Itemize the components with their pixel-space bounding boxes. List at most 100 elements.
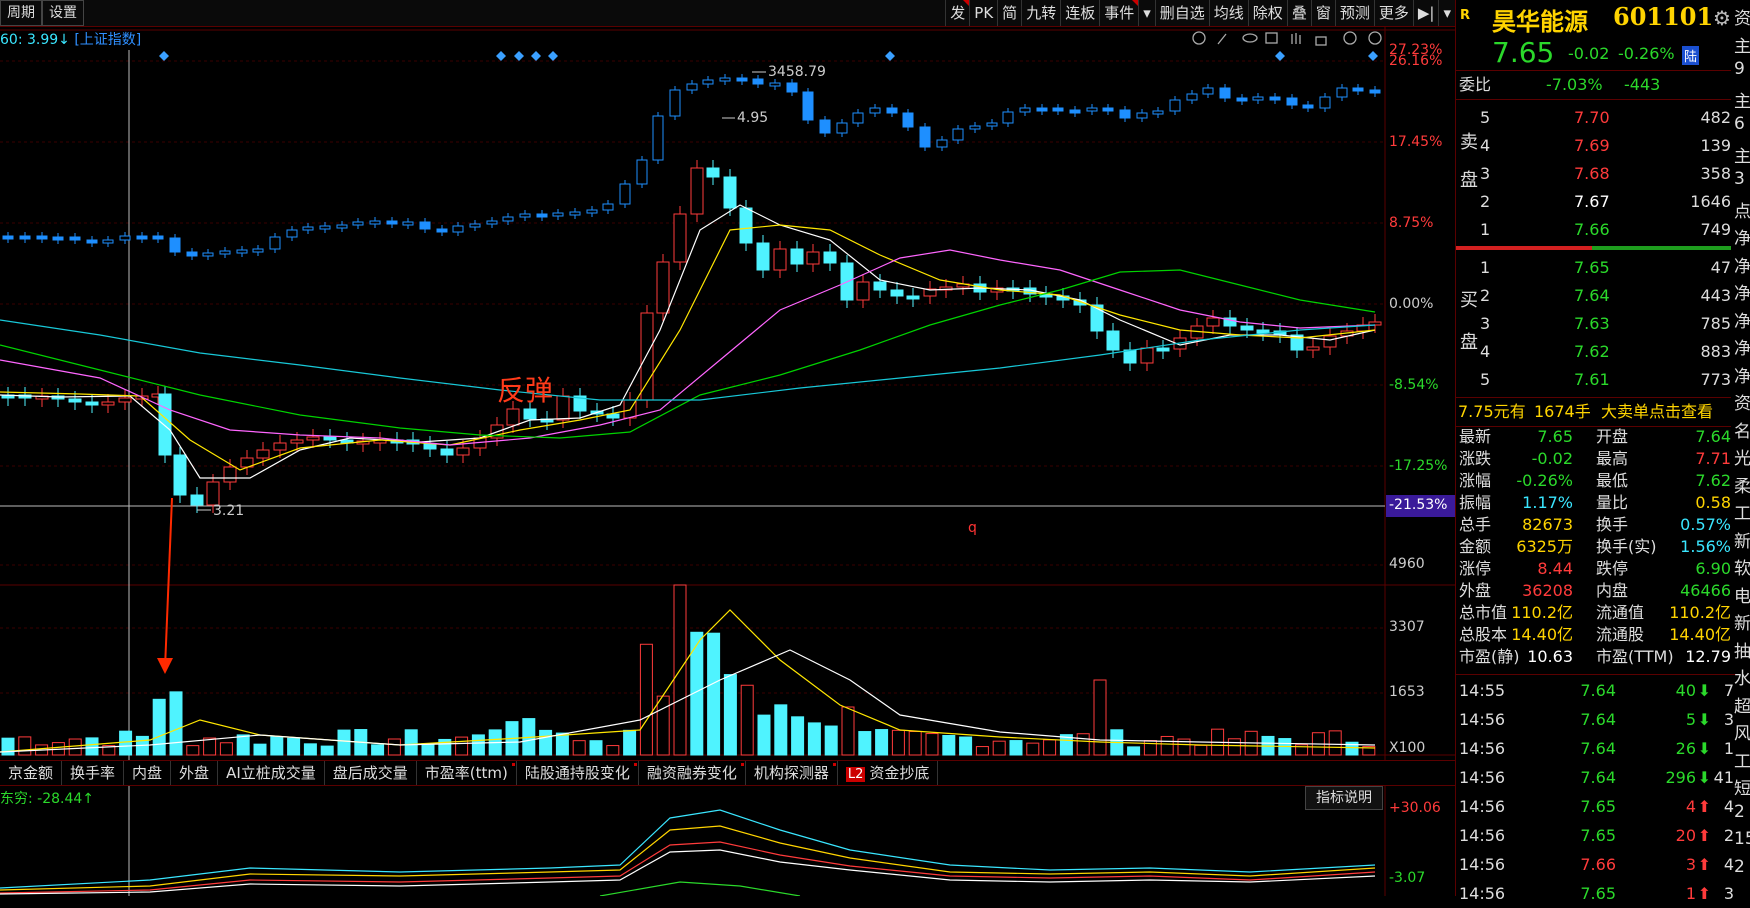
tab-turnover[interactable]: 换手率: [62, 761, 125, 785]
index-candle: [802, 91, 814, 121]
edge-panel-char: 主: [1734, 91, 1750, 112]
volume-bar: [824, 725, 838, 756]
tab-capital-bottom[interactable]: L2 资金抄底: [838, 761, 939, 785]
bid-level[interactable]: 1 7.65 47: [1456, 254, 1731, 282]
index-candle: [536, 213, 548, 218]
bid-level[interactable]: 3 7.63 785: [1456, 310, 1731, 338]
candle: [523, 408, 537, 420]
quote-label: 流通股: [1596, 625, 1645, 644]
bid-level[interactable]: 4 7.62 883: [1456, 338, 1731, 366]
toolbar-pk[interactable]: PK: [969, 0, 997, 26]
ask-level[interactable]: 1 7.66 749: [1456, 216, 1731, 244]
ask-level[interactable]: 2 7.67 1646: [1456, 188, 1731, 216]
moving-average-lines: [0, 204, 1376, 479]
menu-dropdown-icon[interactable]: ▾: [1438, 0, 1455, 26]
index-candle: [686, 83, 698, 91]
event-marker-icon[interactable]: [1275, 51, 1285, 61]
toolbar-ma[interactable]: 均线: [1208, 0, 1248, 26]
event-marker-icon[interactable]: [1368, 51, 1378, 61]
index-candle: [1286, 97, 1298, 106]
tab-institution-detector[interactable]: 机构探测器: [746, 761, 838, 785]
toolbar-jiuzhuan[interactable]: 九转: [1021, 0, 1060, 26]
stock-header: R 昊华能源 601101 ⚙ 7.65 -0.02 -0.26% 陆: [1456, 0, 1736, 70]
toolbar-exright[interactable]: 除权: [1247, 0, 1287, 26]
event-marker-icon[interactable]: [531, 51, 541, 61]
tab-outer[interactable]: 外盘: [171, 761, 219, 785]
toolbar-more[interactable]: 更多: [1373, 0, 1413, 26]
arrow-up-icon: ⬆: [1697, 855, 1711, 874]
volume-ma-white: [0, 649, 1376, 753]
volume-bar: [623, 729, 637, 756]
ask-level[interactable]: 3 7.68 358: [1456, 160, 1731, 188]
settings-tab[interactable]: 设置: [42, 0, 84, 26]
candle: [101, 401, 115, 406]
ma10-line: [0, 224, 1376, 471]
tick-row: 14:56 7.65 4 ⬆ 4: [1456, 793, 1734, 821]
toolbar-remove-watchlist[interactable]: 删自选: [1154, 0, 1209, 26]
quote-value: 12.79: [1685, 647, 1731, 666]
tab-pe-ttm[interactable]: 市盈率(ttm): [417, 761, 517, 785]
tab-ai-volume[interactable]: AI立桩成交量: [218, 761, 325, 785]
toolbar-forecast[interactable]: 预测: [1334, 0, 1374, 26]
candle: [1090, 304, 1104, 332]
volume-bar: [203, 737, 217, 756]
candle: [1368, 321, 1382, 326]
expand-icon[interactable]: ▶|: [1412, 0, 1439, 26]
draw-pen-icon[interactable]: [1217, 33, 1227, 45]
indicator-line-0: [0, 809, 1376, 889]
toolbar-events-dropdown[interactable]: ▾: [1138, 0, 1155, 26]
index-candle: [636, 159, 648, 185]
toolbar-simple[interactable]: 简: [997, 0, 1021, 26]
index-candle: [419, 221, 431, 230]
big-order-link[interactable]: 大卖单点击查看: [1601, 402, 1714, 421]
stock-candles: [1, 160, 1382, 513]
index-candle: [1219, 87, 1231, 99]
edge-panel-char: 2: [1734, 856, 1745, 877]
candlestick-chart[interactable]: 3458.79 4.95 3.21 反弹 q: [0, 26, 1455, 896]
bid-level[interactable]: 5 7.61 773: [1456, 366, 1731, 394]
quote-label: 最高: [1596, 449, 1629, 468]
period-tab[interactable]: 周期: [0, 0, 42, 26]
ask-level[interactable]: 4 7.69 139: [1456, 132, 1731, 160]
hand-icon[interactable]: [1291, 33, 1301, 44]
settings-icon[interactable]: [1192, 31, 1206, 45]
index-candle: [602, 203, 614, 211]
gift-icon[interactable]: [1265, 32, 1278, 44]
candle: [790, 248, 804, 265]
toolbar-window[interactable]: 窗: [1310, 0, 1335, 26]
event-marker-icon[interactable]: [548, 51, 558, 61]
ask-level[interactable]: 5 7.70 482: [1456, 104, 1731, 132]
tab-hk-connect[interactable]: 陆股通持股变化: [517, 761, 639, 785]
indicator-help-button[interactable]: 指标说明: [1305, 786, 1383, 810]
event-marker-icon[interactable]: [159, 51, 169, 61]
index-candle: [252, 248, 264, 253]
volume-bar: [1127, 746, 1141, 756]
tab-margin[interactable]: 融资融券变化: [639, 761, 746, 785]
bid-level[interactable]: 2 7.64 443: [1456, 282, 1731, 310]
toolbar-lianban[interactable]: 连板: [1060, 0, 1099, 26]
event-marker-icon[interactable]: [514, 51, 524, 61]
index-candle: [852, 112, 864, 124]
lock-icon[interactable]: [1315, 36, 1327, 46]
candle: [1123, 349, 1137, 364]
toolbar-overlay[interactable]: 叠: [1286, 0, 1311, 26]
index-link[interactable]: [上证指数]: [74, 32, 142, 48]
big-order-row[interactable]: 7.75元有 1674手 大卖单点击查看: [1456, 397, 1731, 427]
tab-after-hours-volume[interactable]: 盘后成交量: [325, 761, 417, 785]
tab-inner[interactable]: 内盘: [124, 761, 172, 785]
quote-label: 总市值: [1459, 603, 1508, 622]
level-price: 7.65: [1574, 258, 1610, 277]
gear-icon[interactable]: ⚙: [1713, 6, 1731, 30]
volume-bar: [303, 743, 317, 756]
eye-icon[interactable]: [1242, 33, 1258, 43]
index-candle: [2, 235, 14, 240]
toolbar-fa[interactable]: 发: [945, 0, 970, 26]
event-marker-icon[interactable]: [885, 51, 895, 61]
index-candle: [1002, 111, 1014, 124]
zoom-in-icon[interactable]: [1343, 31, 1357, 45]
zoom-out-icon[interactable]: [1368, 31, 1382, 45]
tick-count: 2: [1723, 826, 1734, 845]
event-marker-icon[interactable]: [496, 51, 506, 61]
tab-amount[interactable]: 京金额: [0, 761, 63, 785]
toolbar-events[interactable]: 事件: [1099, 0, 1139, 26]
